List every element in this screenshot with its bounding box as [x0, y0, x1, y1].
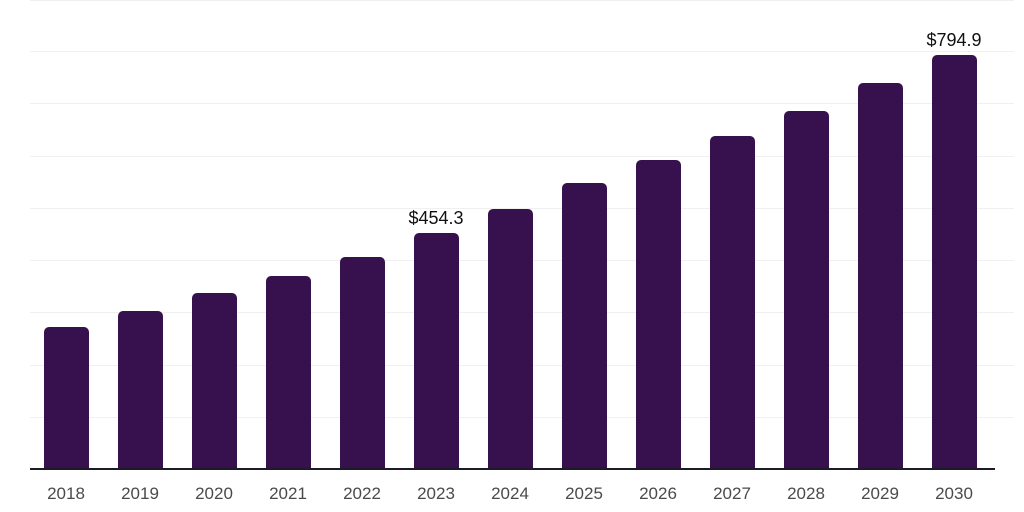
bar-2025	[561, 183, 607, 470]
gridline-600	[30, 156, 1014, 157]
x-tick-label-2028: 2028	[787, 484, 825, 503]
value-label-2023: $454.3	[408, 208, 464, 228]
gridline-500	[30, 208, 1014, 209]
value-label-2030: $794.9	[926, 30, 982, 50]
x-tick-label-2019: 2019	[121, 484, 159, 503]
x-tick-label-2024: 2024	[491, 484, 529, 503]
x-tick-label-2022: 2022	[343, 484, 381, 503]
bar-2018	[43, 327, 89, 470]
bar-2022	[339, 257, 385, 470]
x-tick-label-2030: 2030	[935, 484, 973, 503]
bar-2027	[709, 136, 755, 470]
x-tick-label-2027: 2027	[713, 484, 751, 503]
x-tick-label-2026: 2026	[639, 484, 677, 503]
bar-2023	[413, 233, 459, 470]
gridline-700	[30, 103, 1014, 104]
x-tick-label-2021: 2021	[269, 484, 307, 503]
bar-2024	[487, 209, 533, 470]
x-tick-label-2029: 2029	[861, 484, 899, 503]
x-axis-line	[30, 468, 995, 470]
x-tick-label-2025: 2025	[565, 484, 603, 503]
bar-2020	[191, 293, 237, 470]
x-tick-label-2020: 2020	[195, 484, 233, 503]
bar-2026	[635, 160, 681, 470]
gridline-800	[30, 51, 1014, 52]
x-tick-label-2018: 2018	[47, 484, 85, 503]
bar-2029	[857, 83, 903, 470]
x-tick-label-2023: 2023	[417, 484, 455, 503]
bar-2028	[783, 111, 829, 470]
plot-area: $454.3 $794.9	[30, 0, 1014, 470]
gridline-900	[30, 0, 1014, 1]
bar-2021	[265, 276, 311, 470]
bar-2030	[931, 55, 977, 470]
bar-2019	[117, 311, 163, 470]
